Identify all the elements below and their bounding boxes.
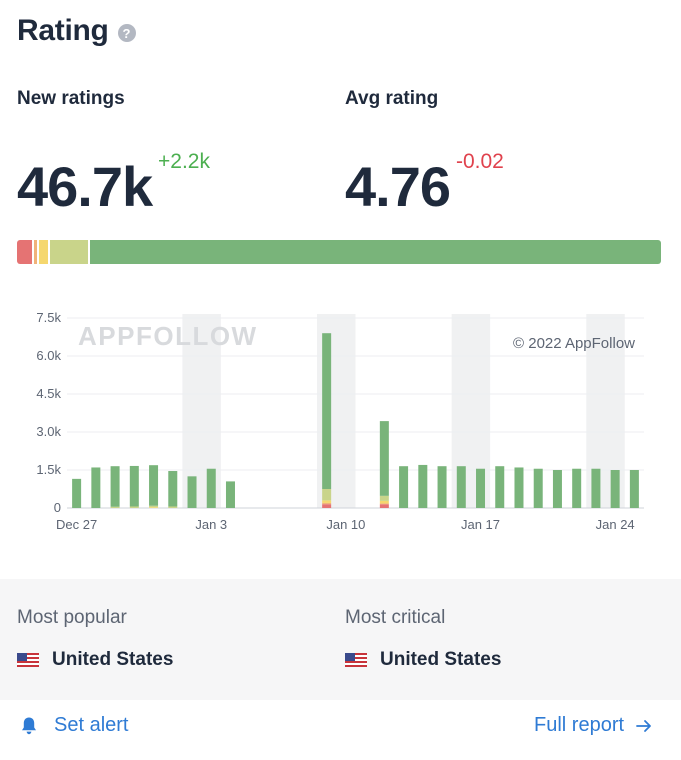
bar-4-star — [110, 506, 120, 508]
most-popular: Most popular United States — [17, 607, 173, 671]
distribution-segment-2-star — [33, 240, 39, 264]
ratings-chart: 0 1.5k 3.0k 4.5k 6.0k 7.5k APPFOLLOW © 2022 App… — [36, 310, 644, 532]
distribution-segment-3-star — [38, 240, 51, 264]
most-popular-label: Most popular — [17, 607, 127, 628]
bar-5-star — [168, 471, 178, 507]
distribution-segment-5-star — [90, 240, 661, 264]
us-flag-icon — [345, 653, 367, 667]
bar-5-star — [552, 470, 562, 508]
bar-4-star — [322, 489, 332, 501]
us-flag-icon — [17, 653, 39, 667]
bar-5-star — [533, 468, 543, 508]
most-popular-country[interactable]: United States — [17, 649, 173, 671]
avg-rating-label: Avg rating — [345, 88, 439, 109]
popularity-panel: Most popular United States Most critical — [0, 579, 681, 700]
bar-5-star — [572, 468, 582, 508]
help-icon[interactable]: ? — [117, 24, 136, 42]
y-tick-label: 3.0k — [36, 424, 61, 439]
distribution-segment-4-star — [50, 240, 91, 264]
bar-5-star — [629, 470, 639, 508]
full-report-label: Full report — [534, 714, 625, 736]
bar-5-star — [72, 478, 82, 508]
bar-5-star — [495, 466, 505, 508]
bar-5-star — [129, 465, 139, 507]
avg-rating-value: 4.76 — [345, 155, 451, 218]
bar-5-star — [91, 467, 101, 508]
bar-5-star — [514, 467, 524, 508]
bar-3-star — [322, 500, 332, 503]
bar-5-star — [149, 465, 159, 506]
distribution-segment-1-star — [17, 240, 34, 264]
y-tick-label: 4.5k — [36, 386, 61, 401]
bar-5-star — [591, 468, 601, 508]
widget-header: Rating ? — [17, 14, 136, 48]
bar-1-star — [322, 504, 332, 508]
avg-rating-delta: -0.02 — [456, 150, 504, 173]
bar-5-star — [110, 466, 120, 507]
most-critical: Most critical United States — [345, 607, 501, 671]
bar-5-star — [225, 481, 235, 508]
y-tick-label: 7.5k — [36, 310, 61, 325]
bar-5-star — [610, 470, 620, 508]
new-ratings-label: New ratings — [17, 88, 125, 109]
widget-title: Rating — [17, 14, 109, 47]
bar-4-star — [168, 506, 178, 508]
new-ratings-metric: New ratings 46.7k +2.2k — [17, 88, 210, 218]
bar-4-star — [129, 506, 139, 508]
y-tick-label: 0 — [54, 500, 61, 515]
bar-5-star — [379, 421, 389, 496]
set-alert-button[interactable]: Set alert — [20, 714, 128, 737]
y-tick-label: 6.0k — [36, 348, 61, 363]
most-popular-country-name: United States — [52, 649, 174, 670]
rating-distribution-bar — [17, 240, 661, 264]
new-ratings-delta: +2.2k — [158, 150, 210, 173]
bar-5-star — [456, 466, 466, 508]
bar-5-star — [418, 464, 428, 508]
x-tick-label: Jan 3 — [195, 517, 227, 532]
bar-5-star — [206, 468, 216, 508]
full-report-link[interactable]: Full report — [534, 714, 652, 737]
set-alert-label: Set alert — [54, 714, 129, 736]
bar-5-star — [476, 468, 486, 508]
bell-icon — [22, 717, 36, 734]
bar-5-star — [322, 333, 332, 489]
x-tick-label: Dec 27 — [56, 517, 97, 532]
y-tick-label: 1.5k — [36, 462, 61, 477]
arrow-right-icon — [636, 719, 651, 732]
bar-2-star — [322, 502, 332, 505]
bar-5-star — [399, 466, 409, 508]
new-ratings-value: 46.7k — [17, 155, 153, 218]
copyright-label: © 2022 AppFollow — [513, 335, 635, 352]
bar-1-star — [379, 504, 389, 508]
x-tick-label: Jan 24 — [596, 517, 635, 532]
bar-5-star — [437, 466, 447, 508]
bar-4-star — [379, 495, 389, 501]
bar-5-star — [187, 476, 197, 508]
watermark: APPFOLLOW — [78, 321, 258, 351]
bar-2-star — [379, 503, 389, 505]
most-critical-label: Most critical — [345, 607, 446, 628]
bar-4-star — [149, 505, 159, 508]
most-critical-country-name: United States — [380, 649, 502, 670]
avg-rating-metric: Avg rating 4.76 -0.02 — [345, 88, 504, 218]
x-tick-label: Jan 17 — [461, 517, 500, 532]
bar-3-star — [379, 500, 389, 504]
most-critical-country[interactable]: United States — [345, 649, 501, 671]
x-tick-label: Jan 10 — [326, 517, 365, 532]
bar-3-star — [149, 507, 159, 508]
